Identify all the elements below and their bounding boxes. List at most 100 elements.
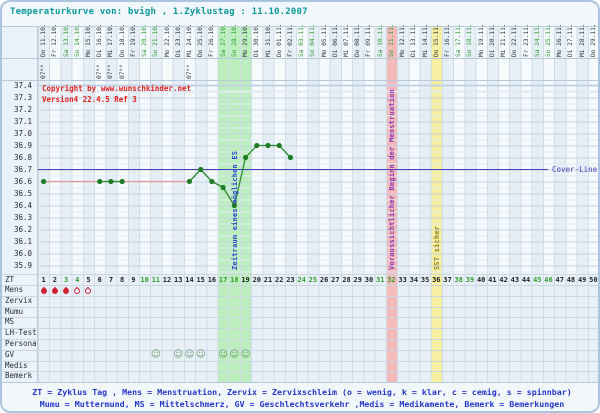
cycle-day-number: 6 (97, 275, 102, 284)
cycle-day-number: 31 (375, 275, 385, 284)
row-label: Mens (5, 285, 24, 294)
cycle-day-number: 41 (488, 275, 497, 284)
header-bottom-line (2, 80, 598, 81)
date-label: So 04.11. (309, 23, 317, 57)
cycle-day-number: 44 (521, 275, 531, 284)
date-label: Sa 27.10. (219, 23, 227, 57)
row-separator (2, 328, 598, 339)
date-label: Mo 12.11. (399, 23, 407, 57)
gv-smiley-icon: ☺ (218, 348, 229, 360)
row-separator (2, 349, 598, 361)
date-label: Do 08.11. (354, 23, 362, 57)
y-axis-tick: 37.4 (13, 81, 32, 90)
cycle-day-number: 17 (218, 275, 228, 284)
cycle-day-number: 2 (52, 275, 57, 284)
y-axis-tick: 36.3 (13, 213, 32, 222)
cycle-day-number: 37 (443, 275, 452, 284)
date-label: Mo 05.11. (320, 23, 328, 57)
row-separator (2, 339, 598, 350)
cycle-day-number: 18 (230, 275, 239, 284)
row-label: Medis (5, 360, 28, 370)
date-label: Mo 22.10. (163, 23, 171, 57)
y-axis-tick: 36.8 (13, 153, 32, 162)
cycle-day-number: 36 (432, 275, 441, 284)
row-separator (2, 317, 598, 328)
copyright-line-1: Copyright by www.wunschkinder.net (42, 84, 192, 93)
date-label: Fr 19.10. (129, 23, 137, 57)
y-axis-tick: 36.7 (13, 165, 32, 174)
cycle-day-number: 19 (241, 275, 250, 284)
date-label: Fr 09.11. (365, 23, 373, 57)
cycle-day-number: 5 (86, 275, 91, 284)
time-label: 07⁰⁰ (118, 64, 126, 79)
date-label: Mi 21.11. (500, 23, 508, 57)
y-axis-tick: 36.9 (13, 141, 32, 150)
legend-line-2: Mumu = Muttermund, MS = Mittelschmerz, G… (39, 399, 565, 409)
gv-smiley-icon: ☺ (173, 348, 184, 360)
date-label: So 28.10. (230, 23, 238, 57)
cycle-day-number: 8 (120, 275, 125, 284)
cycle-day-number: 32 (387, 275, 396, 284)
cycle-day-number: 28 (342, 275, 351, 284)
cycle-day-number: 33 (398, 275, 407, 284)
date-label: Mi 17.10. (107, 23, 115, 57)
date-label: Sa 03.11. (298, 23, 306, 57)
date-label: Di 13.11. (410, 23, 418, 57)
axis-label-strip (2, 26, 38, 382)
cycle-day-number: 15 (196, 275, 205, 284)
cycle-day-number: 43 (510, 275, 520, 284)
cover-line-label: Cover-Line (552, 165, 598, 174)
cycle-day-number: 3 (63, 275, 69, 284)
y-axis-tick: 37.0 (13, 129, 32, 138)
date-label: Di 20.11. (488, 23, 496, 57)
row-label: GV (5, 349, 15, 359)
cycle-day-number: 1 (41, 275, 46, 284)
date-label: So 14.10. (73, 23, 81, 57)
date-label: So 18.11. (466, 23, 474, 57)
row-label: ZT (5, 275, 15, 284)
cycle-day-number: 27 (331, 275, 340, 284)
y-axis-tick: 37.1 (13, 117, 32, 126)
cycle-day-number: 25 (308, 275, 318, 284)
y-axis-tick: 36.0 (13, 249, 32, 258)
date-label: Fr 16.11. (444, 23, 452, 57)
cycle-day-number: 14 (185, 275, 194, 284)
band-label: Zeitraum eines möglichen ES (230, 150, 239, 270)
legend-line-1: ZT = Zyklus Tag , Mens = Menstruation, Z… (32, 387, 572, 397)
legend-separator-line (2, 382, 598, 383)
y-axis-tick: 37.3 (13, 93, 32, 102)
cycle-day-number: 29 (353, 275, 362, 284)
row-label: LH-Test (5, 328, 37, 338)
date-label: Mi 07.11. (343, 23, 351, 57)
date-label: Do 01.11. (275, 23, 283, 57)
cycle-day-number: 49 (577, 275, 587, 284)
y-axis-tick: 36.5 (13, 189, 32, 198)
gv-smiley-icon: ☺ (195, 348, 206, 360)
date-label: Do 11.10. (40, 23, 48, 57)
date-label: Sa 13.10. (62, 23, 70, 57)
date-label: So 11.11. (387, 23, 395, 57)
row-separator (2, 360, 598, 372)
band-label: SST sicher (432, 225, 441, 270)
y-axis-tick: 36.2 (13, 225, 32, 234)
cycle-day-number: 4 (75, 275, 80, 284)
row-label: Zervix (5, 295, 33, 305)
date-label: Fr 26.10. (208, 23, 216, 57)
band-label: Voraussichtlicher Beginn der Menstruatio… (387, 89, 396, 270)
cover-line (38, 168, 548, 170)
cycle-day-number: 50 (589, 275, 598, 284)
date-label: Fr 12.10. (51, 23, 59, 57)
y-axis-tick: 36.6 (13, 177, 32, 186)
date-label: Di 06.11. (331, 23, 339, 57)
date-label: Sa 20.10. (141, 23, 149, 57)
row-separator (2, 371, 598, 382)
cycle-day-number: 26 (319, 275, 329, 284)
copyright-line-2: Version4 22.4.5 Ref 3 (42, 95, 137, 104)
date-label: Do 15.11. (432, 23, 440, 57)
date-label: Mi 31.10. (264, 23, 272, 57)
y-axis-tick: 37.2 (13, 105, 32, 114)
y-axis-tick: 36.4 (13, 201, 32, 210)
date-label: Mi 28.11. (578, 23, 586, 57)
date-label: Sa 10.11. (376, 23, 384, 57)
